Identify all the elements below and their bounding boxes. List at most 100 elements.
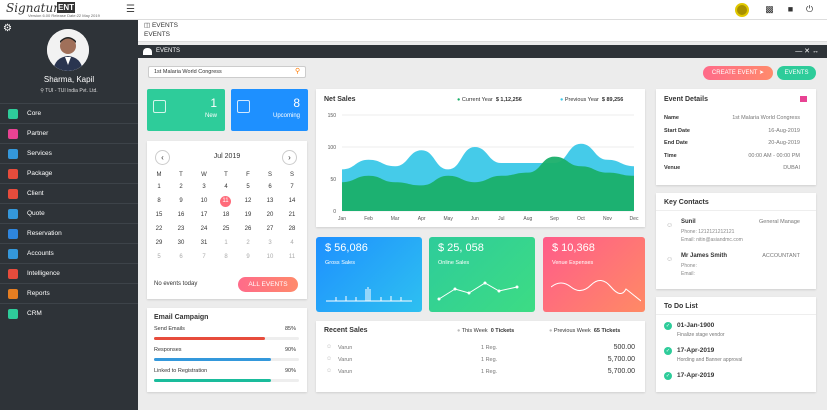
calendar-day[interactable]: 4 [290,240,294,246]
calendar-day[interactable]: 10 [266,254,274,260]
sidebar-item-quote[interactable]: Quote [0,203,138,223]
calendar-day[interactable]: 11 [288,254,296,260]
calendar-day[interactable]: 8 [157,198,161,204]
calendar-day[interactable]: 25 [222,226,230,232]
calendar-day[interactable]: 23 [177,226,185,232]
calendar-day[interactable]: 7 [290,184,294,190]
check-icon[interactable]: ✓ [664,347,672,355]
person-icon: ☺ [666,222,674,229]
x-tick-label: May [443,216,453,222]
calendar-day[interactable]: 1 [157,184,161,190]
sidebar-item-intelligence[interactable]: Intelligence [0,263,138,283]
check-icon[interactable]: ✓ [664,322,672,330]
x-tick-label: Aug [523,216,532,222]
calendar-day[interactable]: 28 [288,226,296,232]
sidebar-item-client[interactable]: Client [0,183,138,203]
next-month-button[interactable]: › [282,150,297,165]
upcoming-events-tile[interactable]: 8 Upcoming [231,89,308,131]
contact-name[interactable]: Sunil [681,219,696,225]
online-sales-tile[interactable]: $ 25, 058 Online Sales [429,237,535,312]
top-bar [0,0,827,20]
core-icon [8,109,18,119]
calendar-day[interactable]: 31 [200,240,208,246]
calendar-day-today[interactable]: 11 [220,196,231,207]
calendar-day[interactable]: 30 [177,240,185,246]
event-details-card [656,89,816,185]
sale-reg: 1 Reg. [481,369,498,375]
sidebar-item-package[interactable]: Package [0,163,138,183]
calendar-day[interactable]: 9 [246,254,250,260]
power-icon[interactable]: ⏻ [805,4,814,14]
calendar-day[interactable]: 17 [200,212,208,218]
gross-sales-tile[interactable]: $ 56,086 Gross Sales [316,237,422,312]
breadcrumb-item[interactable]: ◫ EVENTS [144,22,178,29]
sidebar-item-crm[interactable]: CRM [0,303,138,323]
calendar-day[interactable]: 18 [222,212,230,218]
prev-week-stat: ● Previous Week 65 Tickets [549,328,621,334]
check-icon[interactable]: ✓ [664,372,672,380]
calendar-day[interactable]: 5 [246,184,250,190]
campaign-label: Responses [154,347,182,353]
chat-icon[interactable]: ▩ [765,4,774,14]
detail-key: End Date [664,140,688,146]
calendar-day[interactable]: 10 [200,198,208,204]
calendar-day[interactable]: 26 [244,226,252,232]
calendar-day[interactable]: 1 [224,240,228,246]
sidebar-item-reports[interactable]: Reports [0,283,138,303]
menu-icon[interactable]: ☰ [126,4,135,15]
venue-expenses-tile[interactable]: $ 10,368 Venue Expenses [543,237,645,312]
contact-name[interactable]: Mr James Smith [681,253,728,259]
sidebar-item-services[interactable]: Services [0,143,138,163]
sidebar-item-accounts[interactable]: Accounts [0,243,138,263]
calendar-day[interactable]: 19 [244,212,252,218]
gear-icon[interactable]: ⚙ [3,23,12,34]
calendar-day[interactable]: 13 [266,198,274,204]
calendar-day[interactable]: 5 [157,254,161,260]
package-icon [8,169,18,179]
x-tick-label: Dec [630,216,639,222]
calendar-day[interactable]: 2 [246,240,250,246]
calendar-day[interactable]: 12 [244,198,252,204]
sidebar-item-label: CRM [27,310,42,317]
calendar-day[interactable]: 29 [155,240,163,246]
lock-icon[interactable]: ■ [787,4,794,14]
calendar-day[interactable]: 3 [268,240,272,246]
all-events-button[interactable]: ALL EVENTS [238,277,298,292]
image-icon[interactable] [800,96,807,102]
events-button[interactable]: EVENTS [777,66,816,80]
sidebar-item-partner[interactable]: Partner [0,123,138,143]
calendar-day[interactable]: 24 [200,226,208,232]
window-controls[interactable]: — ✕ ↔ [795,48,819,55]
search-input[interactable]: 1st Malaria World Congress [148,66,306,78]
calendar-day[interactable]: 4 [224,184,228,190]
calendar-day[interactable]: 7 [202,254,206,260]
calendar-day[interactable]: 21 [288,212,296,218]
detail-key: Venue [664,165,681,171]
search-icon[interactable]: ⚲ [295,68,301,75]
calendar-day[interactable]: 9 [179,198,183,204]
calendar-day[interactable]: 20 [266,212,274,218]
contact-phone: Phone: [681,263,697,269]
calendar-day[interactable]: 6 [268,184,272,190]
new-events-tile[interactable]: 1 New [147,89,225,131]
calendar-day[interactable]: 6 [179,254,183,260]
user-avatar[interactable] [735,3,749,17]
calendar-day[interactable]: 22 [155,226,163,232]
calendar-day[interactable]: 2 [179,184,183,190]
prev-month-button[interactable]: ‹ [155,150,170,165]
calendar-day[interactable]: 15 [155,212,163,218]
events-window-header: EVENTS [138,45,827,58]
new-count: 1 [210,96,217,110]
calendar-day[interactable]: 8 [224,254,228,260]
calendar-day[interactable]: 14 [288,198,296,204]
online-sales-label: Online Sales [438,260,470,266]
calendar-day[interactable]: 3 [202,184,206,190]
y-tick-label: 100 [328,145,337,151]
y-tick-label: 150 [328,113,337,119]
calendar-day[interactable]: 27 [266,226,274,232]
calendar-day[interactable]: 16 [177,212,185,218]
create-event-button[interactable]: CREATE EVENT ➤ [703,66,773,80]
sidebar-item-core[interactable]: Core [0,103,138,123]
sidebar-item-reservation[interactable]: Reservation [0,223,138,243]
y-tick-label: 50 [330,177,336,183]
